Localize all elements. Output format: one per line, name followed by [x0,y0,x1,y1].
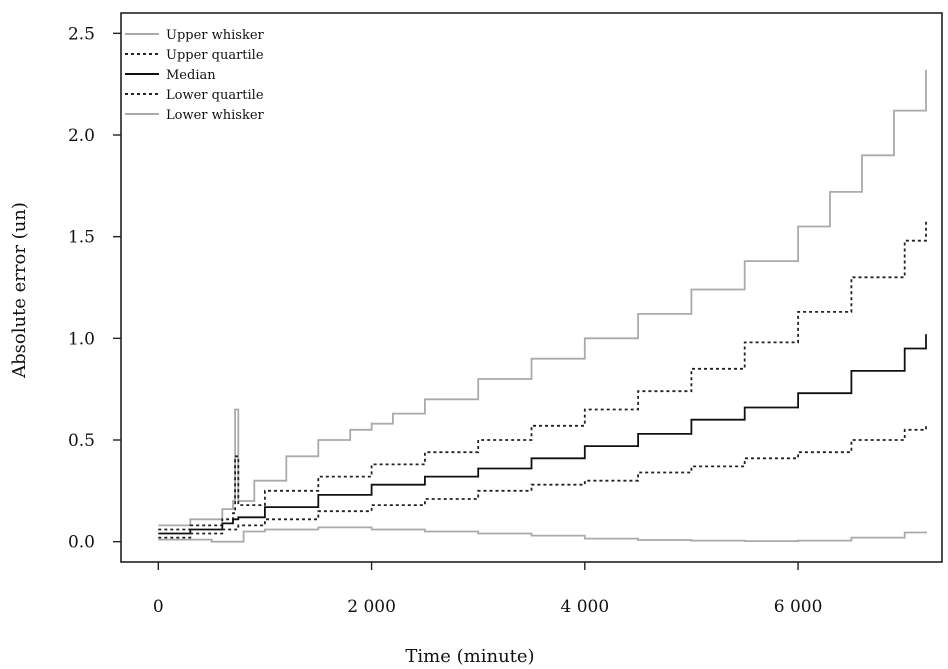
series-line-lower-quartile [158,423,927,539]
plot-frame [120,12,943,563]
y-tick-label: 0.5 [68,431,95,451]
y-tick-label: 1.0 [68,329,95,349]
legend-label: Upper quartile [166,48,264,63]
x-axis-title: Time (minute) [405,646,534,665]
legend: Upper whisker Upper quartile Median Lower q… [125,28,265,123]
legend-label: Lower whisker [166,108,265,123]
legend-label: Median [166,68,216,83]
x-tick-label: 0 [153,597,164,617]
series-layer [158,69,927,543]
x-tick-label: 6 000 [774,597,823,617]
y-tick-label: 0.0 [68,533,95,553]
y-axis-title: Absolute error (un) [9,202,30,379]
y-tick-label: 2.5 [68,24,95,44]
x-tick-label: 2 000 [347,597,396,617]
y-tick-label: 1.5 [68,228,95,248]
x-tick-label: 4 000 [560,597,609,617]
legend-label: Upper whisker [166,28,265,43]
legend-label: Lower quartile [166,88,264,103]
series-line-upper-whisker [158,69,927,527]
series-line-median [158,334,927,535]
y-tick-label: 2.0 [68,126,95,146]
series-line-upper-quartile [158,220,927,531]
x-axis: 0 2 000 4 000 6 000 [153,562,822,617]
series-line-lower-whisker [158,526,927,543]
y-axis: 0.0 0.5 1.0 1.5 2.0 2.5 [68,24,121,553]
